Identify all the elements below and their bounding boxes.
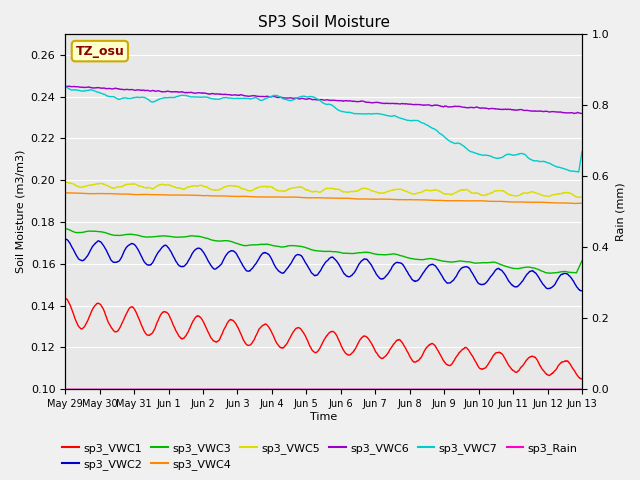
Title: SP3 Soil Moisture: SP3 Soil Moisture	[257, 15, 390, 30]
Text: TZ_osu: TZ_osu	[76, 45, 124, 58]
Y-axis label: Soil Moisture (m3/m3): Soil Moisture (m3/m3)	[15, 150, 25, 273]
X-axis label: Time: Time	[310, 412, 337, 422]
Y-axis label: Rain (mm): Rain (mm)	[615, 182, 625, 241]
Legend: sp3_VWC1, sp3_VWC2, sp3_VWC3, sp3_VWC4, sp3_VWC5, sp3_VWC6, sp3_VWC7, sp3_Rain: sp3_VWC1, sp3_VWC2, sp3_VWC3, sp3_VWC4, …	[58, 438, 582, 474]
